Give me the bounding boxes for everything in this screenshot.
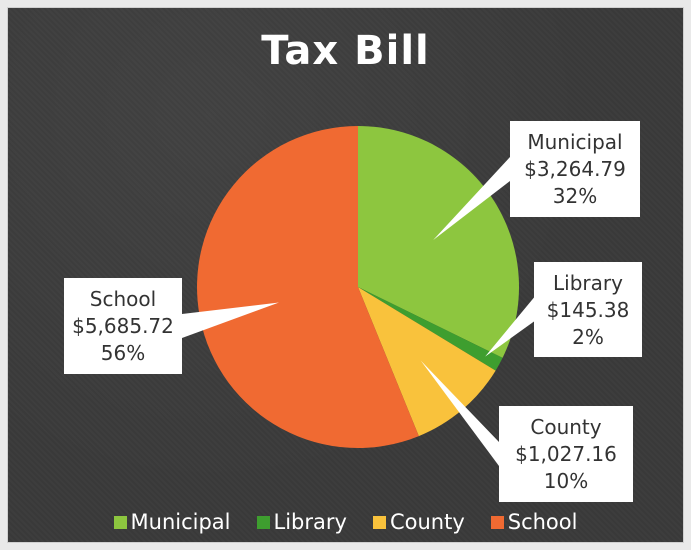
legend-item-school: School (490, 510, 578, 534)
callout-box-municipal (510, 121, 640, 217)
pie-slice-county (358, 287, 496, 437)
legend-item-county: County (372, 510, 465, 534)
data-callouts: Municipal $3,264.79 32% Library $145.38 2% Cou… (64, 121, 642, 502)
callout-box-school (64, 278, 182, 374)
callout-name-county: County (530, 415, 601, 439)
callout-pointer-school (182, 302, 279, 338)
legend-item-library: Library (256, 510, 347, 534)
legend-swatch-school (490, 515, 504, 529)
callout-box-library (534, 262, 642, 357)
callout-percent-municipal: 32% (553, 184, 597, 208)
callout-pointer-municipal (433, 157, 510, 241)
callout-percent-school: 56% (101, 341, 145, 365)
legend-label-school: School (507, 510, 578, 534)
legend-label-municipal: Municipal (130, 510, 231, 534)
legend-swatch-library (256, 515, 270, 529)
pie-chart: Municipal $3,264.79 32% Library $145.38 2% Cou… (64, 121, 642, 502)
callout-amount-library: $145.38 (547, 298, 630, 322)
callout-pointer-library (485, 297, 534, 357)
pie-slice-municipal (358, 126, 520, 358)
callout-box-county (499, 406, 633, 502)
pie-slice-library (358, 287, 503, 371)
callout-amount-county: $1,027.16 (515, 442, 617, 466)
callout-percent-library: 2% (572, 325, 604, 349)
callout-name-municipal: Municipal (527, 130, 622, 154)
callout-pointer-county (420, 360, 499, 466)
callout-amount-municipal: $3,264.79 (524, 157, 626, 181)
pie-slice-school (197, 126, 419, 448)
legend-swatch-county (372, 515, 386, 529)
callout-name-school: School (90, 287, 156, 311)
legend-swatch-municipal (113, 515, 127, 529)
callout-name-library: Library (553, 271, 623, 295)
legend-label-county: County (389, 510, 465, 534)
legend-label-library: Library (273, 510, 347, 534)
callout-percent-county: 10% (544, 469, 588, 493)
callout-amount-school: $5,685.72 (72, 314, 174, 338)
chart-title: Tax Bill (261, 28, 430, 74)
legend-item-municipal: Municipal (113, 510, 231, 534)
chart-legend: Municipal Library County School (8, 510, 683, 534)
chart-slide: Tax Bill Municipal $3,264.79 32% Library $14… (8, 8, 683, 542)
pie-slices (197, 126, 520, 448)
